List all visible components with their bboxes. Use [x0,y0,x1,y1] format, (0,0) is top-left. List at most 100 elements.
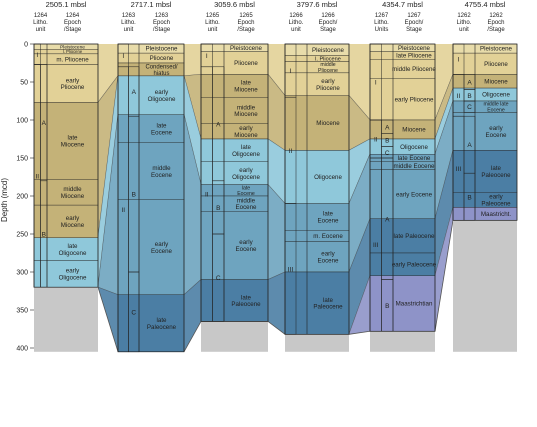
site-1267-epoch-header-2: Stage [406,27,422,33]
correlation-band-maastrichtian-4 [435,207,453,332]
site-1264-stage-label-8-0: early [66,268,80,275]
site-1262-epoch-header-1: Epoch [487,20,504,26]
site-1265-stage-label-8-1: Eocene [236,204,258,211]
site-1265-unit-label-4: C [216,275,221,282]
site-1267-unit-label-2: III [373,242,379,249]
site-1266-stage-6 [284,203,350,231]
site-1262-stage-label-4-1: Eocene [487,107,505,113]
site-1266-stage-label-3-0: early [321,78,335,85]
site-1263-stage-label-6-0: early [155,241,169,248]
site-1265-unit-label-0: I [206,53,208,60]
site-1267-stage-label-0-0: Pleistocene [398,45,431,52]
site-1265-epoch-header-1: Epoch [237,20,254,26]
site-1264-unit-label-1: II [35,173,39,180]
site-1267-stage-label-9-0: late Paleocene [394,233,435,240]
site-1265-stage-label-3-1: Miocene [234,111,258,118]
site-1262-stage-label-0-0: Pleistocene [480,46,513,53]
site-1263-unit-label-0: I [122,53,124,60]
site-1264-unit-label-0: I [36,52,38,59]
site-1264-stage-label-3-1: Pliocene [61,84,85,91]
site-1266-unit-label-0: I [290,68,292,75]
site-1267-epoch-header-1: Epoch/ [405,20,424,26]
site-1263-stage-label-5-0: middle [152,165,171,172]
site-1266-stage-label-2-0: middle [320,62,335,68]
site-1262-unit-label-4: B [467,93,471,100]
correlation-band-pliocene-1 [184,44,201,76]
site-columns: 2505.1 mbsl1264Litho.unit1264Epoch/Stage… [33,0,518,353]
site-1267-stage-label-4-0: Miocene [402,127,426,134]
site-1262-stage-label-1-0: Pliocene [484,61,508,68]
site-1266-unit-2 [284,203,297,335]
site-1262-unit-label-2: III [456,166,462,173]
site-1266-epoch-header-0: 1266 [321,13,335,19]
site-1265-stage-label-7-0: late [242,185,250,191]
site-1265-epoch-header-2: /Stage [237,27,255,33]
site-1264-stage-label-7-1: Oligocene [59,250,87,257]
correlation-band-paleocene-3 [349,218,370,335]
site-1265-stage-label-6-0: early [239,167,253,174]
depth-tick-label-50: 50 [20,80,28,87]
site-1265-epoch-header-0: 1265 [239,13,253,19]
site-1263-stage-label-4-0: late [157,123,168,130]
site-1262-water-depth: 4755.4 mbsl [465,0,506,9]
site-1267-stage-label-6-0: late Eocene [398,155,431,162]
site-1264-water-depth: 2505.1 mbsl [46,0,87,9]
correlation-line-paleocene-1 [183,321,202,352]
depth-tick-label-250: 250 [16,232,28,239]
site-1263-litho-header-2: unit [124,27,134,33]
site-1265-stage-label-2-1: Miocene [234,86,258,93]
site-1262-litho-header-1: Litho. [457,20,472,26]
site-1263-epoch-header-1: Epoch [153,20,170,26]
correlation-band-maastrichtian-3 [349,275,370,335]
site-1263-stage-label-3-1: Oligocene [148,96,176,103]
site-1262-unit-label-1: II [457,93,461,100]
site-1263-unit-label-1: II [121,207,125,214]
site-1264-stage-label-6-1: Miocene [61,222,85,229]
site-1266-stage-label-9-1: Paleocene [313,304,343,311]
site-1263-stage-label-6-1: Eocene [151,248,173,255]
site-1266-stage-label-6-0: late [323,211,334,218]
correlation-band-oligocene-0 [98,75,118,288]
site-1265-stage-7 [200,184,269,197]
site-1265-basement [201,321,268,352]
site-1266-stage-label-8-0: early [321,251,335,258]
site-1263-stage-label-4-1: Eocene [151,129,173,136]
correlation-band-eocene-4 [435,101,453,219]
site-1266-stage-label-8-1: Eocene [318,257,340,264]
site-1265-stage-9 [200,210,269,280]
site-1263-epoch-header-0: 1263 [155,13,169,19]
site-1267-unit-label-3: A [385,124,390,131]
site-1267-stage-3 [369,77,436,121]
site-1267-litho-header-0: 1267 [375,13,389,19]
site-1264-stage-label-5-0: middle [63,186,82,193]
depth-tick-label-150: 150 [16,156,28,163]
site-1266-stage-label-2-1: Pliocene [318,68,338,74]
site-1262-stage-label-6-0: late [491,165,502,172]
correlation-band-pliocene-2 [268,44,285,96]
site-1266-litho-header-0: 1266 [289,13,303,19]
site-1262-litho-header-0: 1262 [457,13,471,19]
site-1264-stage-label-6-0: early [66,215,80,222]
site-1266-litho-header-1: Litho. [289,20,304,26]
site-1262-stage-label-7-1: Paleocene [481,200,511,207]
site-1262-stage-5 [452,112,518,151]
depth-axis-label: Depth (mcd) [0,178,9,222]
site-1265-litho-header-1: Litho. [205,20,220,26]
depth-axis: Depth (mcd) 0 50 100 150 200 250 300 350 400 [0,42,34,353]
site-1262-basement [453,220,517,352]
correlation-bands [97,44,454,352]
site-1262-stage-label-7-0: early [489,194,503,201]
site-1262-unit-7 [463,172,476,221]
site-1263-stage-3 [117,75,185,115]
site-1262-unit-label-7: B [467,194,471,201]
correlation-band-miocene-4 [435,74,453,139]
site-1266-stage-label-1-0: l. Pliocene [315,56,341,62]
site-1267-stage-label-11-0: Maastrichtian [396,301,433,308]
site-1267-unit-label-7: B [385,303,389,310]
site-column-1266: 3797.6 mbsl1266Litho.unit1266Epoch/Stage… [284,0,350,352]
site-1267-unit-label-4: B [385,138,389,145]
site-1264-stage-6 [33,204,99,238]
site-1263-stage-label-3-0: early [155,89,169,96]
correlation-line-paleocene-0 [97,287,119,352]
site-1262-stage-label-4-0: middle late [483,102,508,108]
